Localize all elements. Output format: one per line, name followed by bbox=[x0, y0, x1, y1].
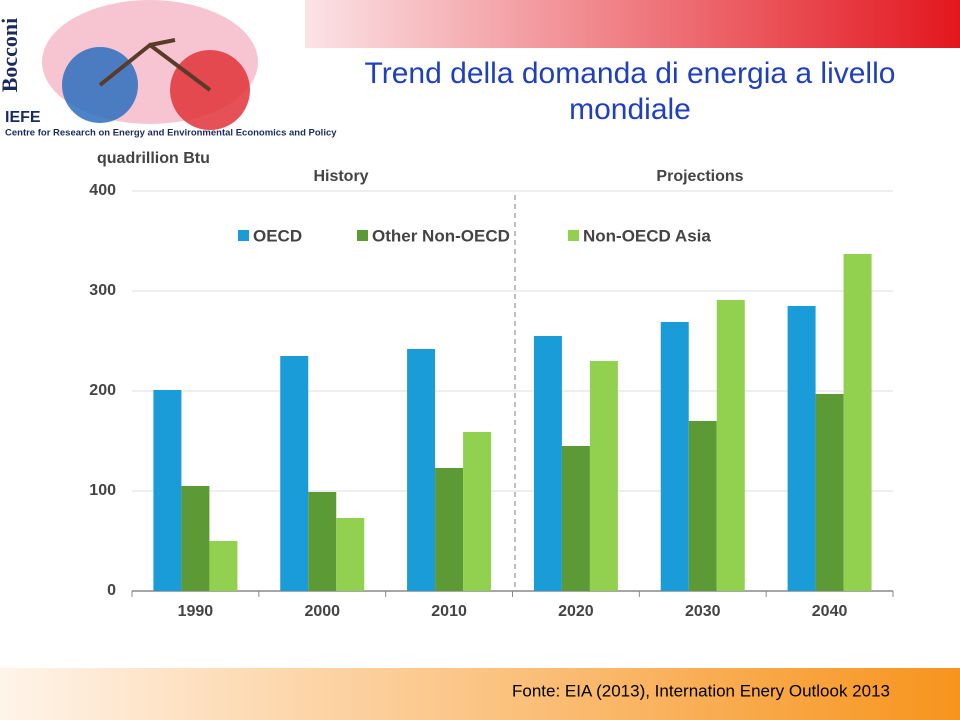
x-tick-label: 2040 bbox=[812, 603, 848, 620]
legend-swatch bbox=[238, 230, 249, 241]
bar bbox=[815, 394, 844, 591]
bar bbox=[308, 492, 337, 591]
bar bbox=[561, 446, 590, 591]
brand: Bocconi bbox=[0, 18, 22, 93]
bar bbox=[209, 541, 238, 591]
bar bbox=[336, 518, 365, 591]
bar bbox=[716, 300, 745, 591]
bar bbox=[533, 336, 562, 591]
y-tick-label: 100 bbox=[89, 482, 116, 499]
x-tick-label: 1990 bbox=[178, 603, 214, 620]
legend-label: Other Non-OECD bbox=[372, 226, 510, 245]
y-tick-label: 300 bbox=[89, 282, 116, 299]
x-tick-label: 2010 bbox=[431, 603, 467, 620]
org-full: Centre for Research on Energy and Enviro… bbox=[5, 128, 337, 139]
header-band bbox=[305, 0, 960, 48]
y-tick-label: 400 bbox=[89, 182, 116, 199]
bar bbox=[407, 349, 436, 591]
annotation: Projections bbox=[656, 168, 743, 185]
annotation: History bbox=[313, 168, 368, 185]
legend-label: OECD bbox=[253, 226, 302, 245]
footer-band bbox=[0, 668, 960, 720]
legend-label: Non-OECD Asia bbox=[583, 226, 711, 245]
y-tick-label: 200 bbox=[89, 382, 116, 399]
org: IEFE bbox=[5, 109, 41, 126]
bar bbox=[688, 421, 717, 591]
bar bbox=[843, 254, 872, 591]
legend-swatch bbox=[357, 230, 368, 241]
legend-swatch bbox=[568, 230, 579, 241]
bar bbox=[435, 468, 464, 591]
bar bbox=[787, 306, 816, 591]
bar bbox=[153, 390, 182, 591]
x-tick-label: 2020 bbox=[558, 603, 594, 620]
bar bbox=[181, 486, 210, 591]
slide-title: Trend della domanda di energia a livello… bbox=[364, 57, 896, 126]
bar bbox=[660, 322, 689, 591]
bar bbox=[589, 361, 618, 591]
y-tick-label: 0 bbox=[107, 582, 116, 599]
bar bbox=[280, 356, 309, 591]
y-axis-label: quadrillion Btu bbox=[97, 150, 210, 167]
logo bbox=[42, 0, 258, 130]
source: Fonte: EIA (2013), Internation Enery Out… bbox=[512, 681, 890, 700]
bar bbox=[463, 432, 492, 591]
x-tick-label: 2000 bbox=[304, 603, 340, 620]
x-tick-label: 2030 bbox=[685, 603, 721, 620]
